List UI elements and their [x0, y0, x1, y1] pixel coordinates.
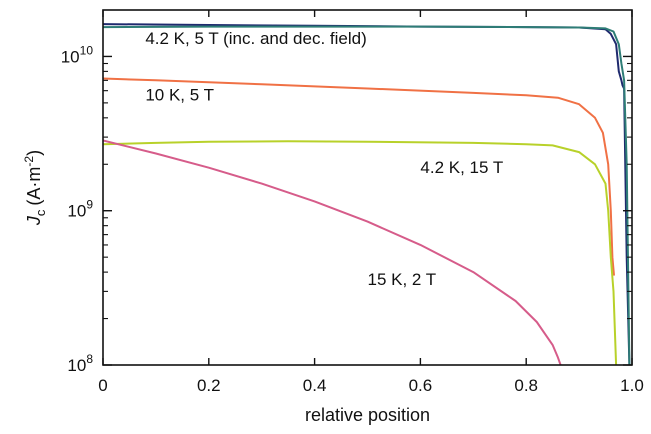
- curve-annotation: 15 K, 2 T: [368, 270, 437, 289]
- series-line-4: [103, 140, 618, 365]
- series-line-1: [103, 23, 631, 365]
- curve-annotation: 4.2 K, 5 T (inc. and dec. field): [145, 29, 366, 48]
- series-line-3: [103, 77, 615, 276]
- y-axis-symbol: J: [24, 215, 44, 226]
- y-axis-units-exp: -2: [22, 156, 36, 167]
- x-tick-label: 0.6: [409, 376, 433, 395]
- y-axis-units-suffix: ): [24, 150, 44, 156]
- y-axis-subscript: c: [33, 209, 48, 216]
- x-tick-label: 1.0: [620, 376, 644, 395]
- curve-annotation: 4.2 K, 15 T: [420, 158, 503, 177]
- y-axis-units-prefix: (A·m: [24, 167, 44, 206]
- x-tick-label: 0.4: [303, 376, 327, 395]
- y-axis-label: Jc (A·m-2): [22, 150, 48, 226]
- x-tick-label: 0.2: [197, 376, 221, 395]
- series-layer: [103, 23, 631, 365]
- y-tick-label: 1010: [61, 43, 94, 66]
- x-tick-label: 0: [98, 376, 107, 395]
- tick-layer: 0 0.2 0.4 0.6 0.8 1.0 108 109 1010: [61, 10, 644, 395]
- series-line-5: [103, 139, 562, 365]
- curve-annotation: 10 K, 5 T: [145, 85, 214, 104]
- x-tick-label: 0.8: [514, 376, 538, 395]
- series-line-2: [103, 25, 631, 365]
- x-axis-label: relative position: [305, 405, 430, 425]
- y-tick-label: 108: [67, 352, 93, 375]
- y-tick-label: 109: [67, 198, 93, 221]
- plot-frame: [102, 9, 633, 366]
- annotation-layer: 4.2 K, 5 T (inc. and dec. field) 10 K, 5 …: [145, 29, 503, 289]
